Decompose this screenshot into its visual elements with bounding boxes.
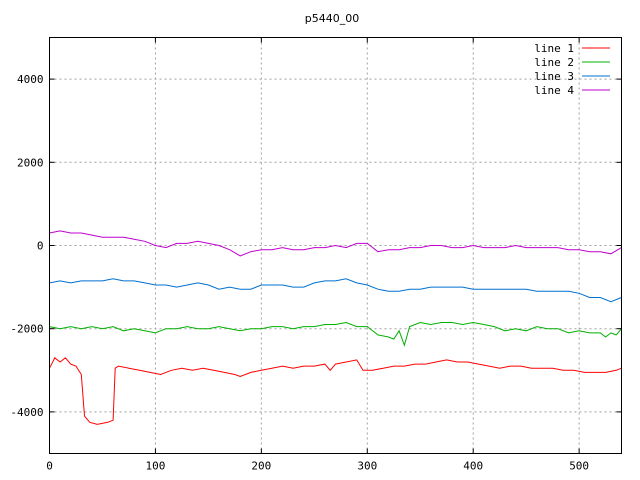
- y-tick-label: -2000: [10, 323, 43, 336]
- y-tick-label: -4000: [10, 406, 43, 419]
- x-tick-label: 200: [251, 460, 271, 473]
- series-line-2: [49, 321, 622, 347]
- series-line-1: [49, 357, 622, 425]
- axes: 0 100 200 300 400 500 -4000 -2000 0 2000 4000: [10, 37, 622, 473]
- y-tick-label: 2000: [17, 156, 44, 169]
- grid: [49, 37, 622, 454]
- legend-label-2: line 2: [534, 56, 574, 69]
- x-tick-label: 400: [463, 460, 483, 473]
- legend-label-3: line 3: [534, 70, 574, 83]
- x-tick-label: 100: [145, 460, 165, 473]
- chart-title: p5440_00: [305, 12, 359, 25]
- series-line-3: [49, 278, 622, 303]
- y-tick-label: 0: [37, 240, 44, 253]
- series-line-4: [49, 230, 622, 257]
- legend-label-1: line 1: [534, 42, 574, 55]
- y-tick-label: 4000: [17, 73, 44, 86]
- x-tick-label: 0: [46, 460, 53, 473]
- plot-frame: [49, 37, 622, 454]
- x-tick-label: 300: [357, 460, 377, 473]
- series-group: [49, 230, 622, 425]
- legend-label-4: line 4: [534, 84, 574, 97]
- x-tick-label: 500: [569, 460, 589, 473]
